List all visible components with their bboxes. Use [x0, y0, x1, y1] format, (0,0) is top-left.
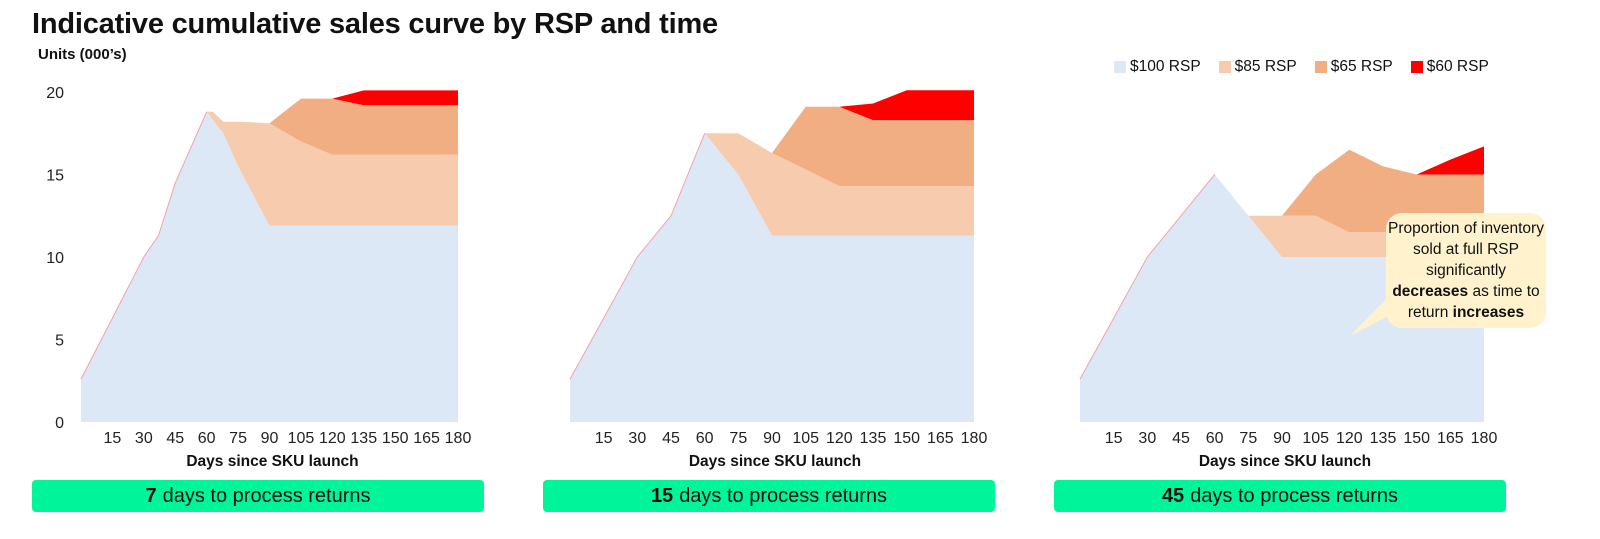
leading-edge-line	[80, 111, 208, 380]
y-tick-label: 10	[46, 250, 64, 267]
area-series-60-rsp	[570, 90, 974, 380]
x-tick-label: 135	[1370, 430, 1397, 447]
legend-label-65: $65 RSP	[1330, 58, 1393, 75]
y-tick-label: 20	[46, 85, 64, 102]
x-tick-label: 75	[1239, 430, 1257, 447]
legend-label-85: $85 RSP	[1234, 58, 1297, 75]
y-tick-label: 0	[55, 415, 64, 432]
x-tick-label: 15	[1105, 430, 1123, 447]
x-tick-label: 165	[413, 430, 440, 447]
x-axis-label: Days since SKU launch	[689, 453, 861, 470]
area-series-65-rsp	[1080, 149, 1484, 380]
legend-label-100: $100 RSP	[1130, 58, 1201, 75]
x-tick-label: 45	[166, 430, 184, 447]
callout-line1: Proportion of inventory sold at full RSP…	[1388, 220, 1544, 279]
area-series-100-rsp	[570, 133, 974, 423]
panel-2-text: days to process returns	[679, 484, 888, 507]
area-series-100-rsp	[81, 111, 458, 423]
panel-3-label: 45 days to process returns	[1054, 480, 1506, 512]
x-tick-label: 180	[961, 430, 988, 447]
chart-panel-2: 15 30 45 60 75 90 105 120 135 150 165 180 Days since…	[569, 90, 988, 470]
x-tick-label: 60	[1206, 430, 1224, 447]
y-tick-label: 5	[55, 333, 64, 350]
legend-item-60: $60 RSP	[1410, 58, 1489, 76]
x-tick-label: 105	[1302, 430, 1329, 447]
leading-edge-line	[569, 133, 706, 380]
callout-bold1: decreases	[1392, 283, 1469, 300]
legend: $100 RSP $85 RSP $65 RSP $60 RSP	[1114, 58, 1489, 76]
x-tick-label: 150	[382, 430, 409, 447]
legend-swatch-65	[1314, 61, 1327, 73]
area-series-65-rsp	[81, 98, 458, 380]
y-tick-label: 15	[46, 168, 64, 185]
x-tick-label: 165	[927, 430, 954, 447]
x-axis-label: Days since SKU launch	[186, 453, 358, 470]
area-series-85-rsp	[570, 133, 974, 380]
callout-bold2: increases	[1452, 304, 1525, 321]
panel-3-text: days to process returns	[1190, 484, 1399, 507]
x-tick-label: 90	[261, 430, 279, 447]
area-series-60-rsp	[1080, 146, 1484, 380]
x-tick-label: 90	[1273, 430, 1291, 447]
x-tick-label: 45	[662, 430, 680, 447]
panel-1-days: 7	[145, 484, 157, 507]
x-tick-label: 60	[198, 430, 216, 447]
x-tick-label: 75	[729, 430, 747, 447]
area-series-100-rsp	[1080, 174, 1484, 422]
chart-title: Indicative cumulative sales curve by RSP…	[32, 8, 718, 40]
x-tick-label: 105	[792, 430, 819, 447]
legend-item-100: $100 RSP	[1114, 58, 1201, 76]
panel-1-text: days to process returns	[162, 484, 371, 507]
x-tick-label: 135	[350, 430, 377, 447]
panel-1-label: 7 days to process returns	[32, 480, 484, 512]
x-tick-label: 120	[319, 430, 346, 447]
x-axis-label: Days since SKU launch	[1199, 453, 1371, 470]
x-tick-label: 165	[1437, 430, 1464, 447]
panel-3-days: 45	[1161, 484, 1185, 507]
x-tick-label: 45	[1172, 430, 1190, 447]
x-tick-label: 15	[595, 430, 613, 447]
x-tick-label: 90	[763, 430, 781, 447]
panel-2-days: 15	[650, 484, 674, 507]
x-tick-label: 120	[1336, 430, 1363, 447]
x-tick-label: 180	[445, 430, 472, 447]
callout-line2: as time to return	[1407, 283, 1540, 321]
chart-panel-3: 15 30 45 60 75 90 105 120 135 150 165 180 Days since…	[1079, 146, 1498, 470]
x-tick-label: 180	[1471, 430, 1498, 447]
x-tick-label: 30	[628, 430, 646, 447]
legend-swatch-85	[1218, 61, 1231, 73]
area-series-65-rsp	[570, 106, 974, 380]
x-tick-label: 60	[696, 430, 714, 447]
leading-edge-line	[1079, 174, 1216, 380]
x-tick-label: 30	[135, 430, 153, 447]
x-tick-label: 150	[1403, 430, 1430, 447]
panel-2-label: 15 days to process returns	[543, 480, 995, 512]
x-tick-label: 135	[860, 430, 887, 447]
legend-item-65: $65 RSP	[1314, 58, 1393, 76]
area-series-85-rsp	[81, 111, 458, 380]
x-tick-label: 15	[104, 430, 122, 447]
legend-item-85: $85 RSP	[1218, 58, 1297, 76]
legend-label-60: $60 RSP	[1426, 58, 1489, 75]
x-tick-label: 75	[229, 430, 247, 447]
x-tick-label: 120	[826, 430, 853, 447]
legend-swatch-60	[1410, 61, 1423, 73]
y-axis-unit-label: Units (000’s)	[38, 46, 127, 63]
x-tick-label: 105	[288, 430, 315, 447]
x-tick-label: 150	[893, 430, 920, 447]
legend-swatch-100	[1114, 61, 1126, 73]
x-tick-label: 30	[1138, 430, 1156, 447]
callout-note: Proportion of inventory sold at full RSP…	[1386, 213, 1546, 328]
